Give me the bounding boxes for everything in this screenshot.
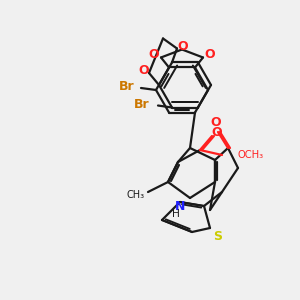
Text: H: H (172, 209, 180, 219)
Text: O: O (139, 64, 149, 77)
Text: O: O (149, 48, 159, 61)
Text: O: O (212, 125, 222, 139)
Text: O: O (178, 40, 188, 53)
Text: Br: Br (134, 98, 150, 111)
Text: O: O (205, 48, 215, 61)
Text: OCH₃: OCH₃ (238, 150, 264, 160)
Text: CH₃: CH₃ (127, 190, 145, 200)
Text: Br: Br (119, 80, 135, 94)
Text: S: S (214, 230, 223, 242)
Text: N: N (175, 200, 185, 212)
Text: O: O (211, 116, 221, 130)
